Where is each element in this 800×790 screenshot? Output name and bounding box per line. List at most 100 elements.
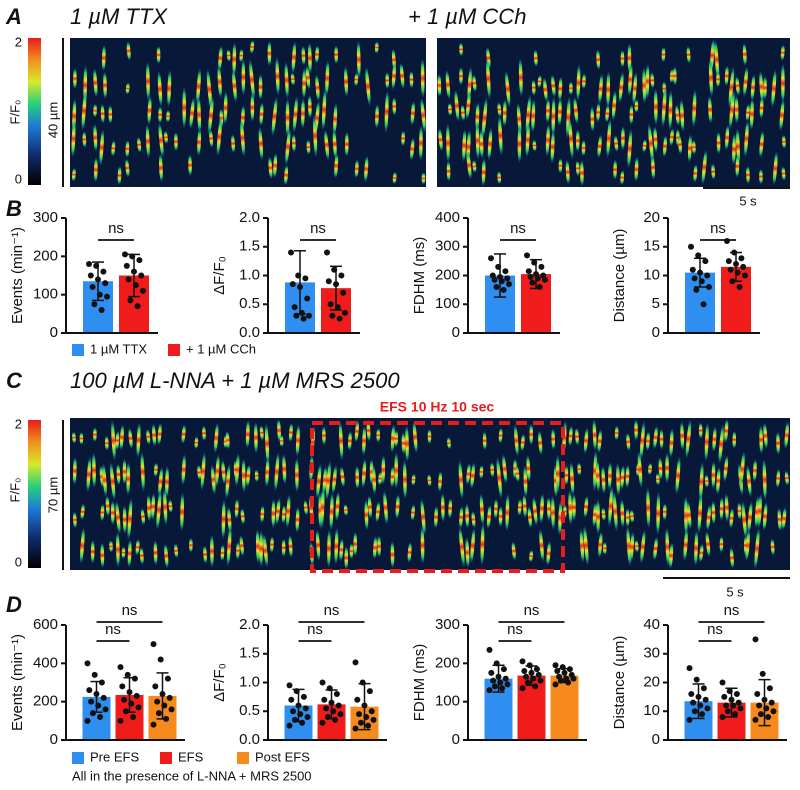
kymo-streak — [597, 134, 602, 159]
kymo-streak — [111, 419, 116, 462]
data-point — [140, 287, 146, 294]
kymo-streak — [166, 109, 170, 123]
kymo-streak — [412, 420, 418, 454]
data-point — [291, 304, 298, 311]
kymo-streak — [698, 422, 703, 439]
kymo-streak — [295, 457, 299, 493]
time-label: 5 s — [726, 584, 744, 599]
kymo-streak — [235, 452, 240, 488]
kymo-streak — [394, 451, 398, 490]
colorbar-tick-label: 0 — [15, 171, 22, 186]
kymo-streak — [301, 45, 306, 66]
kymo-streak — [576, 63, 581, 102]
data-point — [688, 243, 694, 250]
colorbar-tick-label: 2 — [15, 34, 22, 49]
kymo-streak — [653, 125, 658, 153]
kymo-streak — [411, 504, 415, 521]
kymo-streak — [156, 45, 161, 65]
kymo-streak — [259, 102, 264, 127]
data-point — [554, 668, 561, 674]
kymo-streak — [274, 451, 280, 493]
kymo-streak — [593, 449, 598, 493]
kymo-streak — [597, 428, 602, 454]
data-point — [756, 702, 763, 709]
y-tick-label: 15 — [643, 238, 660, 255]
kymo-streak — [523, 465, 528, 498]
panel-letter: C — [6, 368, 23, 393]
kymo-streak — [629, 531, 635, 563]
data-point — [293, 312, 300, 319]
y-axis-label: FDHM (ms) — [411, 237, 428, 314]
data-point — [519, 685, 526, 692]
kymo-streak — [126, 41, 131, 61]
kymo-streak — [458, 459, 464, 501]
y-tick-label: 300 — [435, 616, 460, 633]
kymo-streak — [595, 458, 600, 493]
data-point — [552, 681, 559, 688]
kymo-streak — [258, 73, 263, 101]
kymo-streak — [349, 543, 354, 560]
data-point — [289, 281, 296, 288]
kymo-streak — [746, 464, 752, 498]
kymo-streak — [718, 423, 724, 465]
data-point — [319, 719, 326, 726]
kymo-streak — [306, 139, 311, 155]
kymo-streak — [650, 72, 655, 89]
kymo-streak — [782, 134, 786, 149]
data-point — [731, 249, 738, 256]
kymo-streak — [665, 526, 670, 567]
kymo-streak — [411, 473, 416, 486]
kymo-streak — [517, 498, 522, 516]
y-tick-label: 1.0 — [239, 673, 260, 690]
kymo-streak — [264, 422, 270, 465]
kymo-streak — [724, 493, 729, 523]
kymo-streak — [377, 535, 381, 558]
kymo-streak — [596, 102, 601, 123]
data-point — [297, 284, 303, 290]
kymo-streak — [716, 466, 721, 496]
kymo-streak — [490, 462, 495, 478]
kymo-streak — [611, 90, 617, 122]
kymo-streak — [539, 492, 544, 524]
kymo-streak — [514, 424, 519, 458]
data-point — [123, 262, 130, 269]
kymo-streak — [116, 531, 120, 569]
kymo-streak — [461, 104, 465, 122]
data-point — [500, 666, 507, 673]
kymo-streak — [654, 87, 658, 126]
legend-label: EFS — [178, 749, 204, 764]
data-point — [729, 278, 736, 285]
kymo-streak — [284, 164, 289, 186]
data-point — [286, 682, 293, 689]
kymo-streak — [128, 427, 133, 449]
kymo-streak — [338, 420, 344, 462]
kymo-streak — [598, 73, 603, 105]
data-point — [298, 309, 305, 316]
data-point — [122, 708, 129, 715]
data-point — [357, 719, 364, 726]
kymo-streak — [565, 159, 570, 185]
kymo-streak — [669, 127, 674, 147]
kymo-streak — [273, 152, 278, 179]
kymo-streak — [625, 464, 630, 489]
kymo-streak — [322, 426, 326, 446]
kymo-streak — [629, 104, 634, 125]
y-axis-label: Distance (µm) — [611, 636, 628, 730]
kymo-streak — [334, 152, 339, 179]
y-tick-label: 20 — [643, 209, 660, 226]
kymo-streak — [620, 498, 625, 529]
kymo-streak — [392, 171, 397, 185]
kymo-streak — [348, 430, 352, 451]
kymo-streak — [182, 86, 187, 130]
kymo-streak — [606, 70, 611, 109]
data-point — [559, 664, 566, 671]
kymo-streak — [620, 464, 625, 491]
data-point — [686, 665, 693, 672]
data-point — [500, 286, 507, 293]
kymo-streak — [365, 65, 371, 107]
kymo-streak — [531, 79, 536, 96]
data-point — [152, 683, 159, 690]
kymo-streak — [427, 428, 432, 445]
kymo-streak — [126, 461, 131, 496]
kymo-streak — [494, 498, 498, 520]
